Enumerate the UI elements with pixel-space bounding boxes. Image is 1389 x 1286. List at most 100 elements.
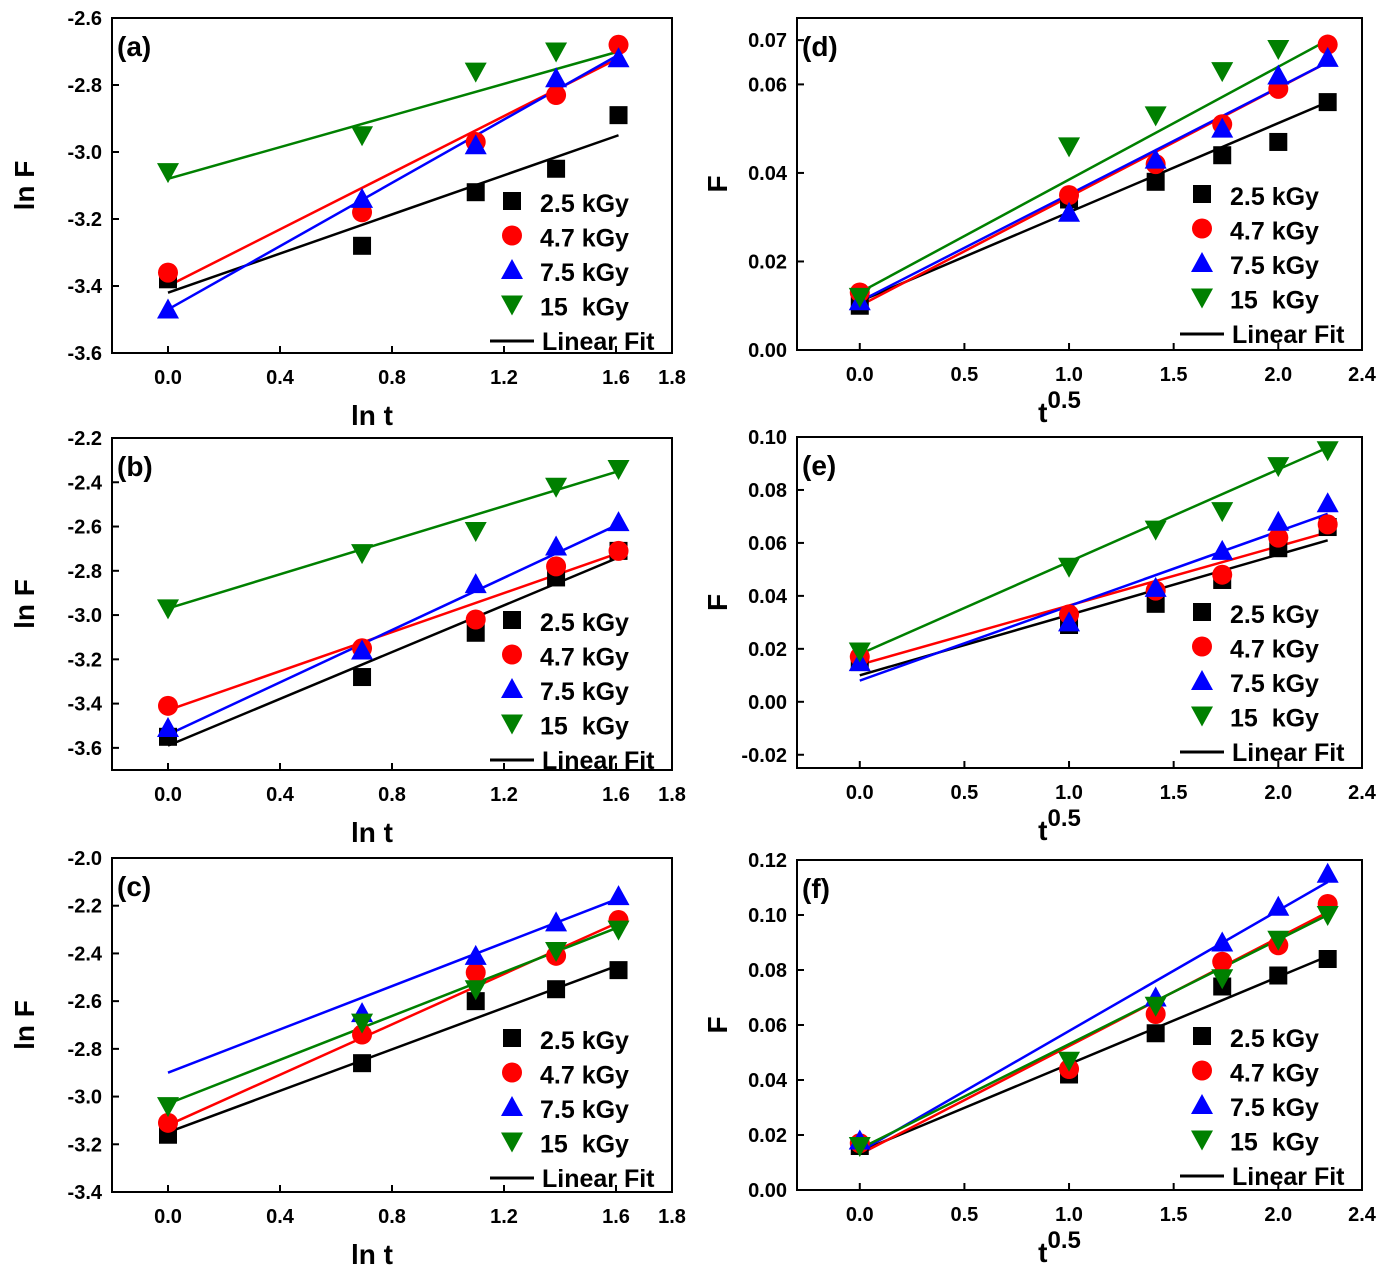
x-tick-label: 0.4 (266, 1206, 295, 1228)
data-point (1316, 441, 1339, 462)
x-tick-label: 2.0 (1264, 782, 1292, 804)
data-point (464, 134, 487, 155)
data-point (465, 962, 486, 983)
x-axis-title-superscript: 0.5 (1047, 805, 1080, 832)
legend-label: 4.7 kGy (540, 225, 629, 253)
fit-line-3 (859, 512, 1329, 682)
legend-label: 7.5 kGy (1230, 670, 1319, 698)
x-axis-title-text: ln t (351, 400, 393, 431)
data-point (607, 47, 630, 68)
x-tick-label: 0.8 (378, 784, 406, 806)
fit-line-4 (167, 470, 619, 610)
x-tick-label: 0.5 (951, 782, 979, 804)
x-tick-label: 2.4 (1348, 364, 1377, 386)
legend-marker (1192, 636, 1212, 657)
plot-frame (796, 436, 1363, 769)
y-tick-label: -3.2 (68, 649, 102, 671)
legend-marker (502, 644, 522, 665)
data-point (545, 42, 568, 63)
x-axis-title: t0.5 (1038, 1227, 1081, 1268)
data-point (1267, 510, 1290, 531)
data-point (1213, 146, 1232, 165)
x-tick-label: 0.8 (378, 367, 406, 389)
panel-e: 0.0 0.5 1.0 1.5 2.0 2.4-0.020.000.020.040.060… (702, 427, 1377, 846)
data-point (546, 556, 567, 577)
x-axis-title: t0.5 (1038, 387, 1081, 428)
data-point (1269, 966, 1288, 985)
data-point (157, 1097, 179, 1118)
data-point (545, 477, 568, 498)
fit-line-3 (167, 53, 620, 311)
legend-label: Linear Fit (542, 1165, 655, 1193)
data-point (545, 911, 568, 932)
legend-marker (501, 678, 523, 698)
legend: 2.5 kGy 4.7 kGy 7.5 kGy 15 kGy Linear Fit (1180, 1025, 1345, 1191)
data-point (607, 885, 630, 906)
data-point (157, 599, 179, 620)
data-point (1144, 148, 1167, 169)
legend-marker (1192, 218, 1212, 239)
y-tick-label: 0.10 (748, 905, 787, 927)
x-tick-label: 1.8 (658, 1206, 686, 1228)
legend-marker (503, 1029, 521, 1047)
fit-line-1 (167, 964, 619, 1134)
data-point (609, 961, 628, 980)
x-tick-label: 0.4 (266, 367, 295, 389)
x-tick-label: 1.8 (658, 784, 686, 806)
y-tick-label: -2.8 (68, 75, 102, 97)
legend-label: 2.5 kGy (540, 1027, 629, 1055)
data-point (1318, 93, 1337, 112)
x-axis-title-text: ln t (351, 817, 393, 848)
data-point (547, 159, 566, 178)
y-tick-label: 0.02 (748, 1125, 787, 1147)
legend-marker (503, 611, 521, 629)
x-axis-title-text: t (1038, 397, 1047, 428)
legend-label: 15 kGy (1230, 1129, 1319, 1157)
data-point (1316, 492, 1339, 513)
x-tick-label: 0.5 (951, 364, 979, 386)
y-tick-label: -3.2 (68, 209, 102, 231)
panel-label: (a) (117, 31, 151, 62)
y-tick-label: 0.04 (748, 163, 788, 185)
data-point (466, 183, 485, 202)
x-tick-label: 1.5 (1160, 1204, 1188, 1226)
x-tick-label: 2.0 (1264, 364, 1292, 386)
data-point (464, 944, 487, 965)
data-point (1146, 172, 1165, 191)
data-point (157, 298, 179, 319)
legend-label: 4.7 kGy (1230, 636, 1319, 664)
y-tick-label: -2.2 (68, 896, 102, 918)
data-point (1212, 564, 1233, 585)
x-tick-label: 0.0 (154, 1206, 182, 1228)
y-tick-label: 0.06 (748, 74, 787, 96)
data-point (1267, 64, 1290, 85)
data-point (1316, 862, 1339, 883)
data-point (1317, 34, 1338, 55)
y-tick-label: -3.4 (68, 694, 103, 716)
data-point (157, 716, 179, 737)
data-point (1211, 931, 1234, 952)
legend-label: 7.5 kGy (1230, 1094, 1319, 1122)
data-point (353, 1054, 372, 1073)
data-point (351, 187, 374, 208)
legend: 2.5 kGy 4.7 kGy 7.5 kGy 15 kGy Linear Fit (1180, 601, 1345, 767)
fit-line-1 (859, 100, 1329, 303)
data-point (1267, 895, 1290, 916)
fit-line-3 (167, 523, 620, 736)
y-tick-label: 0.06 (748, 533, 787, 555)
legend-marker (501, 259, 523, 279)
x-axis-title: ln t (351, 1239, 393, 1270)
x-tick-label: 1.8 (658, 367, 686, 389)
y-tick-label: -2.6 (68, 991, 102, 1013)
x-tick-label: 0.0 (846, 1204, 874, 1226)
fit-line-4 (167, 50, 619, 181)
x-tick-label: 1.2 (490, 367, 518, 389)
legend-marker (501, 295, 523, 316)
data-point (464, 62, 487, 83)
x-tick-label: 1.6 (602, 367, 630, 389)
y-tick-label: 0.08 (748, 960, 787, 982)
legend-label: 2.5 kGy (1230, 183, 1319, 211)
y-axis-title: F (702, 175, 733, 192)
legend-label: 2.5 kGy (1230, 601, 1319, 629)
data-point (158, 695, 178, 716)
